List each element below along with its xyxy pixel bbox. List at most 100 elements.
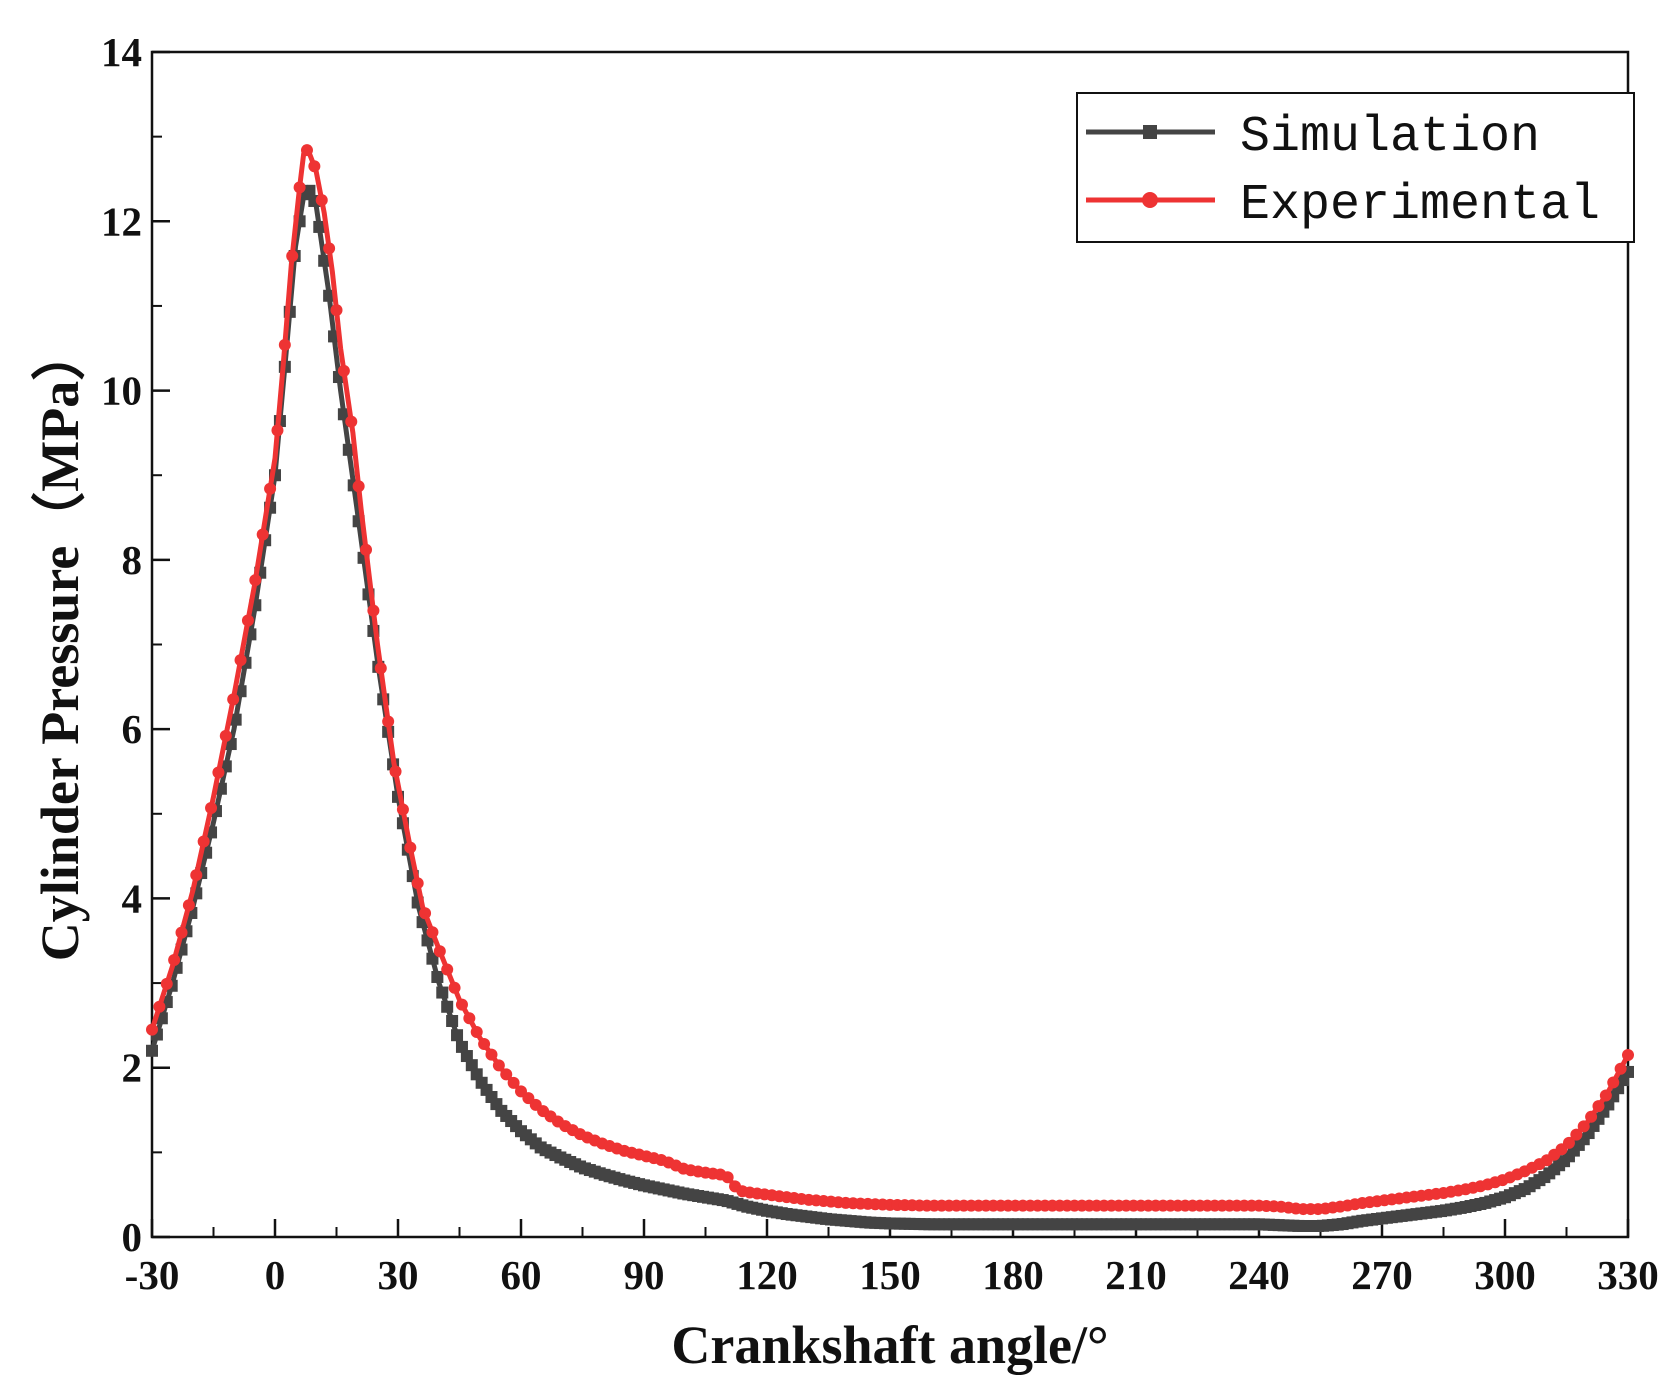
data-point <box>229 713 242 726</box>
x-tick-label: 30 <box>378 1252 419 1298</box>
data-point <box>264 482 277 495</box>
data-point <box>219 729 232 742</box>
data-point <box>337 364 350 377</box>
data-point <box>367 604 380 617</box>
data-point <box>234 654 247 667</box>
data-point <box>241 614 254 627</box>
x-tick-label: 0 <box>265 1252 286 1298</box>
x-tick-label: 60 <box>501 1252 542 1298</box>
data-point <box>308 160 321 173</box>
data-point <box>1622 1049 1634 1062</box>
data-point <box>485 1048 498 1061</box>
data-point <box>451 1029 464 1042</box>
legend-experimental-label: Experimental <box>1240 177 1600 234</box>
data-point <box>160 977 173 990</box>
data-point <box>465 1059 478 1072</box>
data-point <box>455 998 468 1011</box>
data-point <box>507 1076 520 1089</box>
data-point <box>478 1038 491 1051</box>
data-point <box>441 1000 454 1013</box>
data-point <box>455 1040 468 1053</box>
data-point <box>426 952 439 965</box>
data-point <box>153 1000 166 1013</box>
data-point <box>342 443 355 456</box>
data-point <box>303 184 316 197</box>
series-simulation <box>146 184 1634 1232</box>
data-point <box>249 574 262 587</box>
data-point <box>463 1012 476 1025</box>
data-point <box>396 803 409 816</box>
x-tick-label: 180 <box>982 1252 1044 1298</box>
data-series <box>146 144 1634 1232</box>
y-axis-title: Cylinder Pressure（MPa） <box>30 327 90 961</box>
data-point <box>1614 1062 1627 1075</box>
data-point <box>330 304 343 317</box>
data-point <box>411 877 424 890</box>
data-point <box>300 144 313 157</box>
x-tick-label: -30 <box>125 1252 180 1298</box>
legend-experimental-marker <box>1142 192 1158 208</box>
data-point <box>374 662 387 675</box>
data-point <box>446 1014 459 1027</box>
series-experimental <box>146 144 1634 1216</box>
legend-box <box>1076 92 1635 243</box>
data-point <box>492 1059 505 1072</box>
data-point <box>419 907 432 920</box>
y-tick-label: 12 <box>101 198 142 244</box>
series-line-simulation <box>149 184 1631 1229</box>
data-point <box>426 926 439 939</box>
data-point <box>168 954 181 967</box>
data-point <box>278 338 291 351</box>
data-point <box>436 986 449 999</box>
y-tick-label: 2 <box>122 1045 143 1091</box>
data-point <box>460 1050 473 1063</box>
data-point <box>431 970 444 983</box>
data-point <box>256 528 269 541</box>
data-point <box>500 1068 513 1081</box>
x-tick-label: 300 <box>1474 1252 1536 1298</box>
x-tick-label: 150 <box>859 1252 921 1298</box>
data-point <box>293 181 306 194</box>
data-point <box>286 249 299 262</box>
series-line-experimental <box>149 146 1631 1212</box>
data-point <box>1570 1128 1583 1141</box>
data-point <box>1585 1110 1598 1123</box>
data-point <box>448 981 461 994</box>
data-point <box>345 415 358 428</box>
x-tick-label: 270 <box>1351 1252 1413 1298</box>
data-point <box>382 715 395 728</box>
data-point <box>441 963 454 976</box>
data-point <box>212 766 225 779</box>
data-point <box>1562 1136 1575 1149</box>
axis-ticks: -30 0 30 60 90 120 150 180 210 240 270 300 330024681… <box>101 29 1659 1298</box>
data-point <box>175 926 188 939</box>
x-tick-label: 120 <box>736 1252 798 1298</box>
data-point <box>1592 1100 1605 1113</box>
x-tick-label: 90 <box>624 1252 665 1298</box>
data-point <box>315 194 328 207</box>
data-point <box>721 1171 734 1184</box>
data-point <box>389 765 402 778</box>
legend-simulation-marker <box>1143 125 1157 139</box>
y-tick-label: 4 <box>122 875 143 921</box>
y-tick-label: 6 <box>122 706 143 752</box>
data-point <box>318 254 331 267</box>
data-point <box>352 480 365 493</box>
y-tick-label: 10 <box>101 368 142 414</box>
x-axis-title: Crankshaft angle/° <box>671 1315 1108 1375</box>
data-point <box>1577 1120 1590 1133</box>
data-point <box>182 899 195 912</box>
legend: Simulation Experimental <box>1076 92 1635 243</box>
data-point <box>271 424 284 437</box>
y-tick-label: 14 <box>101 29 142 75</box>
data-point <box>323 242 336 255</box>
data-point <box>470 1025 483 1038</box>
data-point <box>360 543 373 556</box>
data-point <box>254 566 267 579</box>
data-point <box>197 835 210 848</box>
data-point <box>205 802 218 815</box>
data-point <box>404 841 417 854</box>
x-tick-label: 240 <box>1228 1252 1290 1298</box>
data-point <box>337 408 350 421</box>
